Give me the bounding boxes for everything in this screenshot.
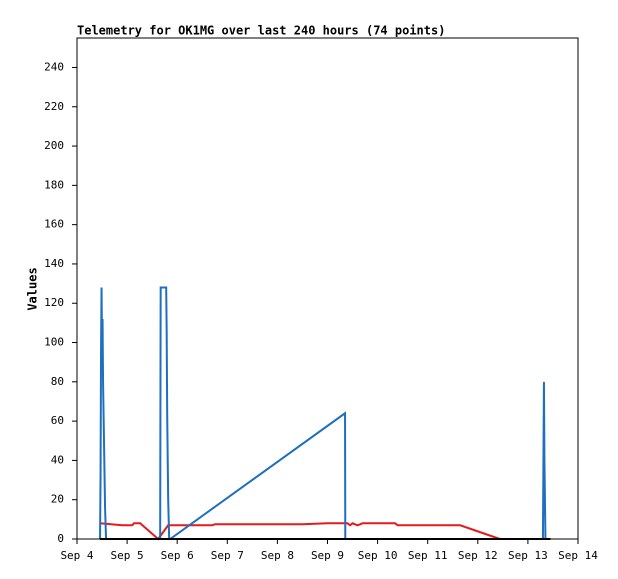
x-tick-label: Sep 4 <box>60 549 93 562</box>
y-tick-label: 200 <box>44 139 64 152</box>
x-tick-label: Sep 7 <box>211 549 244 562</box>
y-tick-label: 220 <box>44 100 64 113</box>
x-tick-label: Sep 11 <box>408 549 448 562</box>
y-tick-label: 120 <box>44 296 64 309</box>
y-tick-label: 160 <box>44 218 64 231</box>
y-tick-label: 100 <box>44 336 64 349</box>
plot-frame <box>76 37 579 540</box>
y-tick-label: 0 <box>57 532 64 545</box>
y-tick-label: 60 <box>51 414 64 427</box>
series-line <box>99 286 549 540</box>
y-axis-label: Values <box>26 267 40 310</box>
x-tick-label: Sep 13 <box>508 549 548 562</box>
x-tick-label: Sep 12 <box>458 549 498 562</box>
chart-title: Telemetry for OK1MG over last 240 hours … <box>77 24 445 38</box>
series-line <box>99 522 501 541</box>
x-tick-label: Sep 14 <box>558 549 598 562</box>
y-tick-label: 20 <box>51 493 64 506</box>
x-tick-label: Sep 6 <box>161 549 194 562</box>
x-tick-label: Sep 10 <box>358 549 398 562</box>
y-tick-label: 40 <box>51 453 64 466</box>
y-tick-label: 140 <box>44 257 64 270</box>
y-tick-label: 80 <box>51 375 64 388</box>
y-tick-label: 180 <box>44 178 64 191</box>
y-tick-label: 240 <box>44 60 64 73</box>
x-tick-label: Sep 8 <box>261 549 294 562</box>
x-tick-label: Sep 5 <box>111 549 144 562</box>
x-tick-label: Sep 9 <box>311 549 344 562</box>
